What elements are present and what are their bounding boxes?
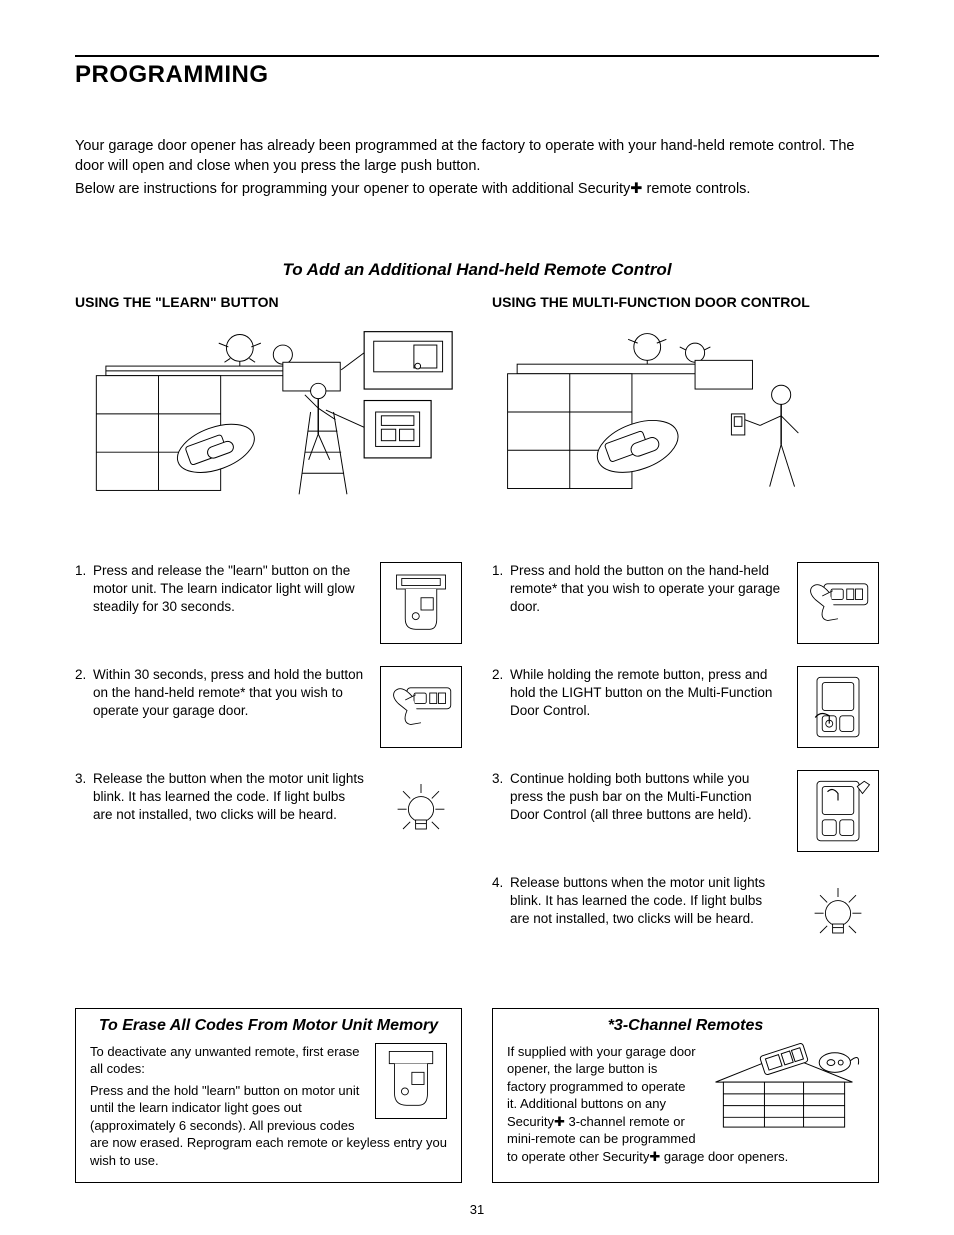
intro-paragraph: Your garage door opener has already been… [75, 137, 879, 176]
section-title: To Add an Additional Hand-held Remote Co… [75, 260, 879, 280]
garage-remotes-icon [704, 1043, 864, 1131]
step-text: 1. Press and hold the button on the hand… [492, 562, 783, 617]
step-text: 1. Press and release the "learn" button … [75, 562, 366, 617]
step-body: Release buttons when the motor unit ligh… [510, 874, 783, 929]
multifunction-illustration [492, 324, 879, 544]
step-row: 1. Press and release the "learn" button … [75, 562, 462, 644]
column-heading: USING THE MULTI-FUNCTION DOOR CONTROL [492, 294, 879, 310]
document-page: PROGRAMMING Your garage door opener has … [0, 0, 954, 1235]
learn-button-closeup-icon [380, 562, 462, 644]
step-text: 2. While holding the remote button, pres… [492, 666, 783, 721]
lightbulb-blink-icon [380, 770, 462, 852]
step-text: 3. Continue holding both buttons while y… [492, 770, 783, 825]
learn-button-illustration [75, 324, 462, 544]
step-row: 3. Release the button when the motor uni… [75, 770, 462, 852]
press-remote-icon [380, 666, 462, 748]
right-column: USING THE MULTI-FUNCTION DOOR CONTROL [492, 294, 879, 978]
left-steps: 1. Press and release the "learn" button … [75, 562, 462, 852]
left-column: USING THE "LEARN" BUTTON [75, 294, 462, 978]
step-text: 3. Release the button when the motor uni… [75, 770, 366, 825]
step-number: 1. [75, 562, 93, 617]
step-number: 1. [492, 562, 510, 617]
step-text: 2. Within 30 seconds, press and hold the… [75, 666, 366, 721]
box-title: To Erase All Codes From Motor Unit Memor… [90, 1017, 447, 1035]
column-heading: USING THE "LEARN" BUTTON [75, 294, 462, 310]
step-row: 3. Continue holding both buttons while y… [492, 770, 879, 852]
step-number: 2. [492, 666, 510, 721]
step-text: 4. Release buttons when the motor unit l… [492, 874, 783, 929]
intro-block: Your garage door opener has already been… [75, 137, 879, 200]
motor-learn-button-icon [375, 1043, 447, 1119]
press-remote-icon [797, 562, 879, 644]
step-row: 4. Release buttons when the motor unit l… [492, 874, 879, 956]
step-row: 2. While holding the remote button, pres… [492, 666, 879, 748]
step-body: Continue holding both buttons while you … [510, 770, 783, 825]
step-row: 2. Within 30 seconds, press and hold the… [75, 666, 462, 748]
intro-paragraph: Below are instructions for programming y… [75, 180, 879, 200]
step-body: Press and hold the button on the hand-he… [510, 562, 783, 617]
erase-codes-box: To Erase All Codes From Motor Unit Memor… [75, 1008, 462, 1183]
bottom-box-row: To Erase All Codes From Motor Unit Memor… [75, 1008, 879, 1183]
step-body: Release the button when the motor unit l… [93, 770, 366, 825]
main-heading: PROGRAMMING [75, 61, 879, 89]
step-body: Press and release the "learn" button on … [93, 562, 366, 617]
lightbulb-blink-icon [797, 874, 879, 956]
right-steps: 1. Press and hold the button on the hand… [492, 562, 879, 956]
step-number: 3. [75, 770, 93, 825]
step-number: 2. [75, 666, 93, 721]
box-body: If supplied with your garage door opener… [507, 1043, 864, 1166]
page-number: 31 [0, 1202, 954, 1217]
step-body: While holding the remote button, press a… [510, 666, 783, 721]
step-number: 3. [492, 770, 510, 825]
step-body: Within 30 seconds, press and hold the bu… [93, 666, 366, 721]
channel-remotes-box: *3-Channel Remotes [492, 1008, 879, 1183]
box-body: To deactivate any unwanted remote, first… [90, 1043, 447, 1170]
two-column-layout: USING THE "LEARN" BUTTON [75, 294, 879, 978]
step-row: 1. Press and hold the button on the hand… [492, 562, 879, 644]
box-title: *3-Channel Remotes [507, 1017, 864, 1035]
wall-control-light-icon [797, 666, 879, 748]
step-number: 4. [492, 874, 510, 929]
wall-control-pushbar-icon [797, 770, 879, 852]
top-rule [75, 55, 879, 57]
